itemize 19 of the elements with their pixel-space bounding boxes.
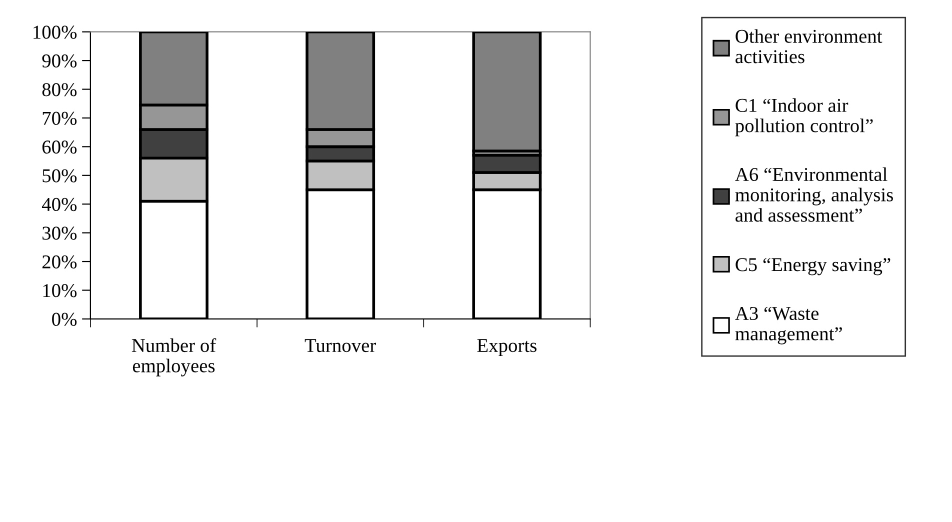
- legend-label: Other environment activities: [736, 29, 882, 64]
- y-tick-label: 100%: [34, 26, 77, 39]
- y-tick-label: 10%: [43, 284, 77, 298]
- y-tick-label: 60%: [42, 140, 77, 154]
- y-tick-label: 80%: [42, 83, 77, 96]
- legend-label: A6 “Environmental monitoring, analysis and assessment”: [735, 167, 893, 222]
- x-tick-label: Turnover: [304, 339, 376, 352]
- y-tick-label: 70%: [42, 112, 77, 125]
- x-tick-label: Exports: [477, 339, 536, 356]
- y-tick-label: 50%: [42, 169, 77, 182]
- y-tick-label: 20%: [42, 255, 77, 269]
- legend-label: A3 “Waste management”: [735, 306, 842, 344]
- y-tick-label: 0%: [52, 312, 77, 326]
- y-tick-label: 40%: [42, 198, 77, 212]
- x-tick-label: Number of employees: [132, 338, 216, 376]
- y-tick-label: 90%: [42, 54, 77, 68]
- y-tick-label: 30%: [42, 226, 77, 240]
- legend-label: C5 “Energy saving”: [736, 258, 890, 276]
- legend-label: C1 “Indoor air pollution control”: [735, 98, 873, 136]
